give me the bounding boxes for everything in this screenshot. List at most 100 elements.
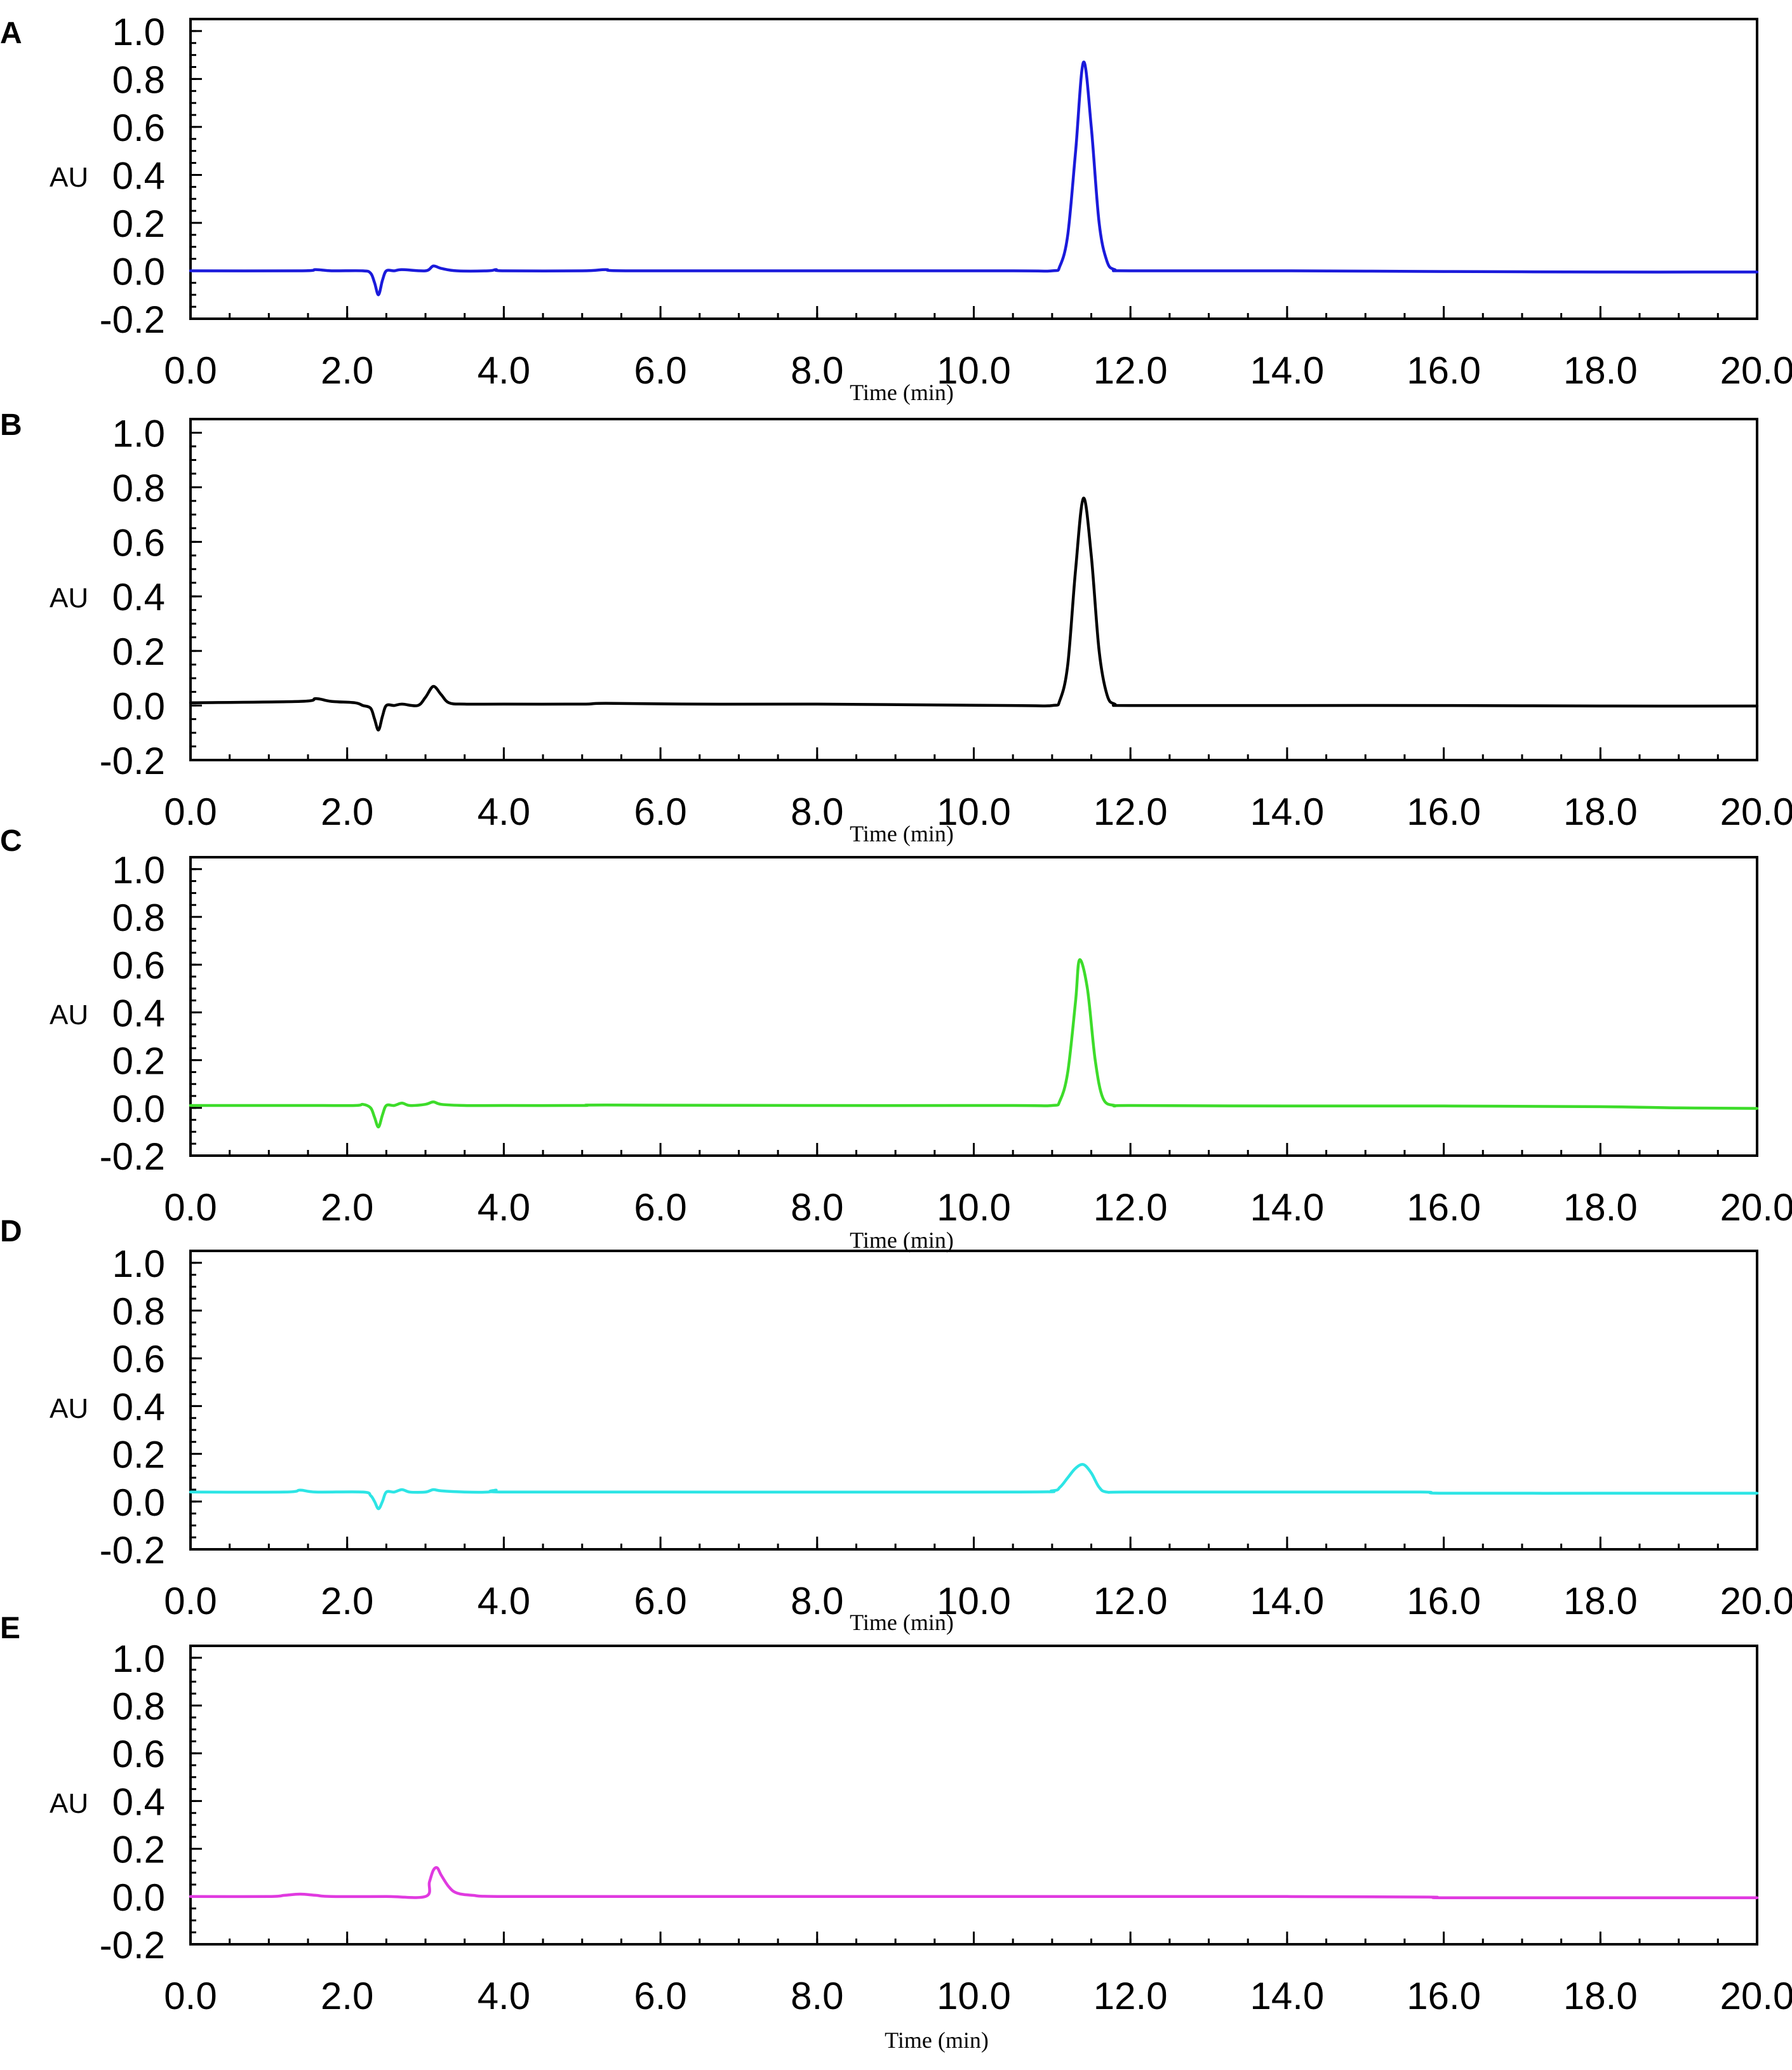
y-axis-label: AU xyxy=(50,162,88,193)
x-tick-label: 18.0 xyxy=(1563,791,1638,833)
x-tick-label: 10.0 xyxy=(937,1186,1011,1229)
panel-letter: A xyxy=(0,17,22,50)
panel-letter: B xyxy=(0,408,22,442)
y-tick-label: 0.4 xyxy=(112,576,165,618)
x-tick-label: 0.0 xyxy=(164,1975,217,2017)
panel-letter: E xyxy=(0,1612,20,1645)
x-tick-label: 10.0 xyxy=(937,791,1011,833)
x-tick-label: 18.0 xyxy=(1563,1580,1638,1622)
panel-c: C 1.0 0.8 0.6 0.4 0.2 0.0 -0.2 0.0 2.0 4.0 6.0 8.0 10… xyxy=(0,824,1792,1253)
y-tick-label: -0.2 xyxy=(100,1529,165,1572)
plot-frame xyxy=(189,18,1758,320)
x-tick-label: 2.0 xyxy=(321,1975,373,2017)
y-tick-label: 0.4 xyxy=(112,992,165,1034)
x-tick-label: 6.0 xyxy=(634,1580,686,1622)
y-axis-label: AU xyxy=(50,999,88,1031)
y-tick-label: 0.6 xyxy=(112,107,165,149)
y-tick-label: 0.4 xyxy=(112,1386,165,1428)
chromatogram-trace xyxy=(189,958,1759,1129)
x-axis-label: Time (min) xyxy=(850,380,954,405)
y-tick-label: 0.6 xyxy=(112,521,165,564)
x-tick-label: 6.0 xyxy=(634,349,686,392)
x-tick-label: 14.0 xyxy=(1250,349,1325,392)
y-axis-label: AU xyxy=(50,583,88,614)
y-tick-label: 0.2 xyxy=(112,631,165,673)
x-tick-label: 14.0 xyxy=(1250,1975,1325,2017)
y-tick-label: 0.6 xyxy=(112,1338,165,1380)
x-tick-label: 16.0 xyxy=(1407,1975,1481,2017)
y-tick-label: 0.8 xyxy=(112,58,165,101)
y-tick-label: 0.4 xyxy=(112,1780,165,1823)
y-axis-label: AU xyxy=(50,1393,88,1424)
x-tick-label: 16.0 xyxy=(1407,791,1481,833)
x-tick-label: 8.0 xyxy=(791,1580,843,1622)
x-tick-label: 12.0 xyxy=(1093,791,1168,833)
y-tick-label: 0.4 xyxy=(112,154,165,197)
x-tick-label: 12.0 xyxy=(1093,1580,1168,1622)
x-axis-label: Time (min) xyxy=(850,1227,954,1253)
chromatogram-trace xyxy=(189,1866,1759,1900)
x-tick-label: 16.0 xyxy=(1407,349,1481,392)
x-tick-label: 4.0 xyxy=(478,1186,530,1229)
y-tick-label: 1.0 xyxy=(112,412,165,455)
y-tick-label: 0.8 xyxy=(112,1685,165,1728)
y-tick-label: 0.0 xyxy=(112,250,165,293)
x-tick-label: 4.0 xyxy=(478,1975,530,2017)
x-tick-label: 2.0 xyxy=(321,349,373,392)
x-tick-label: 20.0 xyxy=(1720,791,1792,833)
y-tick-label: 0.8 xyxy=(112,897,165,939)
x-tick-label: 6.0 xyxy=(634,1186,686,1229)
panel-letter: D xyxy=(0,1215,22,1248)
chromatogram-trace xyxy=(189,497,1759,731)
y-tick-label: 0.0 xyxy=(112,1876,165,1919)
x-tick-label: 4.0 xyxy=(478,1580,530,1622)
plot-frame xyxy=(189,1645,1758,1946)
x-tick-label: 10.0 xyxy=(937,1975,1011,2017)
x-axis-label: Time (min) xyxy=(885,2027,989,2053)
x-tick-label: 12.0 xyxy=(1093,1975,1168,2017)
plot-frame xyxy=(189,418,1758,761)
x-tick-label: 18.0 xyxy=(1563,1186,1638,1229)
x-tick-label: 14.0 xyxy=(1250,791,1325,833)
y-tick-label: 1.0 xyxy=(112,11,165,53)
x-tick-label: 18.0 xyxy=(1563,1975,1638,2017)
panel-d: D 1.0 0.8 0.6 0.4 0.2 0.0 -0.2 0.0 2.0 4.0 6.0 8.0 10… xyxy=(0,1215,1792,1635)
y-tick-label: 1.0 xyxy=(112,1243,165,1285)
y-tick-label: 1.0 xyxy=(112,849,165,891)
y-tick-label: 0.2 xyxy=(112,1434,165,1476)
plot-frame xyxy=(189,1250,1758,1551)
x-tick-label: 10.0 xyxy=(937,349,1011,392)
x-tick-label: 2.0 xyxy=(321,1186,373,1229)
x-tick-label: 12.0 xyxy=(1093,1186,1168,1229)
x-axis-label: Time (min) xyxy=(850,821,954,846)
x-tick-label: 16.0 xyxy=(1407,1580,1481,1622)
panel-letter: C xyxy=(0,824,22,858)
x-tick-label: 8.0 xyxy=(791,349,843,392)
x-tick-label: 20.0 xyxy=(1720,349,1792,392)
y-tick-label: 0.0 xyxy=(112,1088,165,1130)
panel-a: A 1.0 0.8 0.6 0.4 0.2 0.0 -0.2 0.0 2.0 4.0 6.0 8.0 10… xyxy=(0,11,1792,405)
panel-e: E 1.0 0.8 0.6 0.4 0.2 0.0 -0.2 0.0 2.0 4.0 6.0 8.0 10… xyxy=(0,1612,1792,2053)
x-tick-label: 20.0 xyxy=(1720,1975,1792,2017)
y-tick-label: 0.2 xyxy=(112,1040,165,1083)
x-tick-label: 20.0 xyxy=(1720,1580,1792,1622)
x-tick-label: 2.0 xyxy=(321,1580,373,1622)
y-tick-label: 0.2 xyxy=(112,203,165,245)
y-axis-label: AU xyxy=(50,1788,88,1819)
y-tick-label: 0.6 xyxy=(112,1733,165,1775)
y-tick-label: 0.8 xyxy=(112,1290,165,1333)
x-tick-label: 8.0 xyxy=(791,1186,843,1229)
y-tick-label: 0.8 xyxy=(112,467,165,509)
chromatogram-trace xyxy=(189,60,1759,297)
x-tick-label: 4.0 xyxy=(478,791,530,833)
x-tick-label: 4.0 xyxy=(478,349,530,392)
x-tick-label: 0.0 xyxy=(164,349,217,392)
chromatogram-trace xyxy=(189,1463,1759,1511)
y-tick-label: -0.2 xyxy=(100,298,165,341)
x-tick-label: 14.0 xyxy=(1250,1580,1325,1622)
y-tick-label: -0.2 xyxy=(100,1924,165,1966)
x-tick-label: 18.0 xyxy=(1563,349,1638,392)
x-tick-label: 16.0 xyxy=(1407,1186,1481,1229)
x-tick-label: 12.0 xyxy=(1093,349,1168,392)
plot-frame xyxy=(189,856,1758,1157)
